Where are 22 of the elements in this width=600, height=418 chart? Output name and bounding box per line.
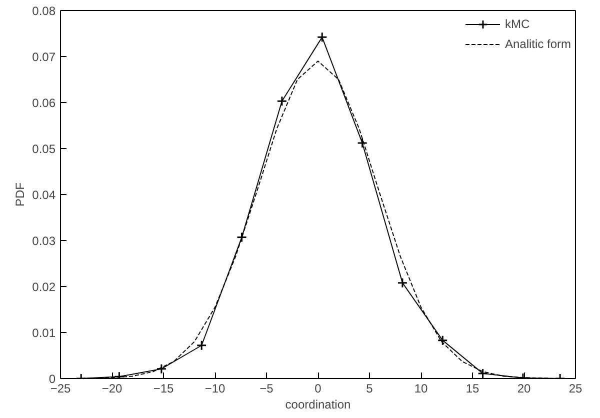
y-tick-label: 0.05 — [32, 142, 56, 156]
x-tick-label: −15 — [153, 382, 174, 396]
x-tick-label: 25 — [568, 382, 582, 396]
x-tick-label: −10 — [204, 382, 226, 396]
y-tick-label: 0.04 — [32, 188, 56, 202]
x-tick-label: −20 — [102, 382, 123, 396]
legend-label: Analitic form — [504, 37, 571, 51]
legend-label: kMC — [504, 17, 530, 31]
x-tick-label: 0 — [314, 382, 322, 396]
x-tick-label: 10 — [414, 382, 428, 396]
x-axis-title: coordination — [285, 398, 351, 412]
y-tick-label: 0.07 — [32, 50, 56, 64]
y-axis-title: PDF — [13, 182, 28, 206]
x-tick-label: 15 — [466, 382, 480, 396]
y-tick-label: 0.02 — [32, 280, 56, 294]
y-tick-label: 0.01 — [32, 326, 56, 340]
y-tick-label: 0.06 — [32, 96, 56, 110]
x-tick-label: 20 — [517, 382, 531, 396]
x-tick-label: 5 — [366, 382, 374, 396]
y-tick-label: 0.03 — [32, 234, 56, 248]
y-tick-label: 0.08 — [32, 4, 56, 18]
x-tick-label: −5 — [260, 382, 274, 396]
